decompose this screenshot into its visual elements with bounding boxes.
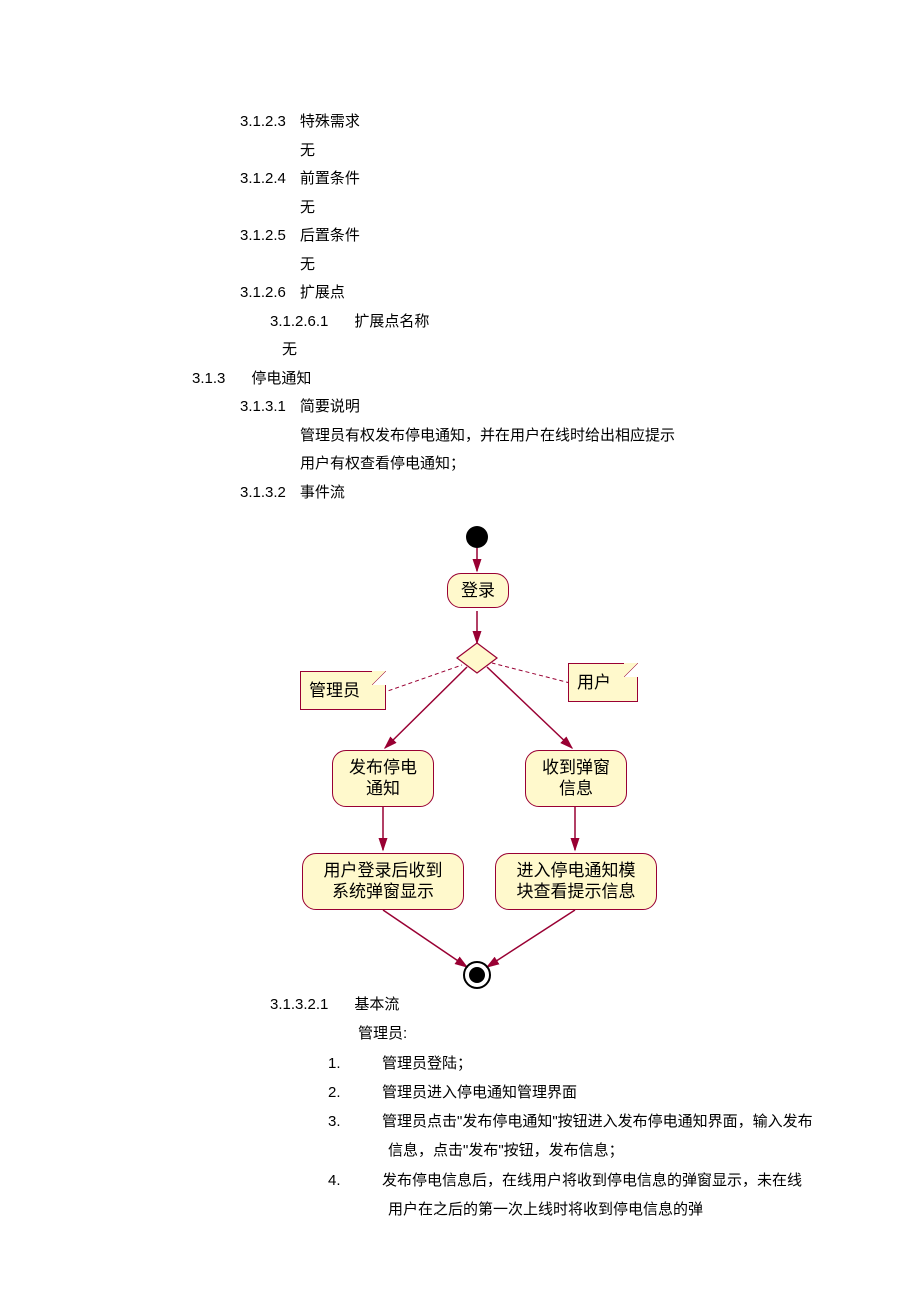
- node-into-module: 进入停电通知模块查看提示信息: [495, 853, 657, 910]
- flow-item-2: 2.管理员进入停电通知管理界面: [358, 1078, 815, 1107]
- heading-31321: 3.1.3.2.1基本流: [270, 990, 815, 1019]
- heading-313: 3.1.3停电通知: [192, 365, 792, 394]
- heading-3125: 3.1.2.5后置条件: [240, 222, 792, 251]
- role-admin: 管理员:: [358, 1019, 815, 1048]
- flow-item-1: 1.管理员登陆；: [358, 1049, 815, 1078]
- heading-3123: 3.1.2.3特殊需求: [240, 108, 792, 137]
- note-user: 用户: [568, 663, 638, 702]
- heading-3131: 3.1.3.1简要说明: [240, 393, 792, 422]
- note-admin: 管理员: [300, 671, 386, 710]
- node-after-login: 用户登录后收到系统弹窗显示: [302, 853, 464, 910]
- body-3123: 无: [300, 137, 792, 166]
- node-login: 登录: [447, 573, 509, 608]
- body-3125: 无: [300, 251, 792, 280]
- flow-item-4: 4.发布停电信息后，在线用户将收到停电信息的弹窗显示，未在线用户在之后的第一次上…: [358, 1166, 815, 1225]
- body-3131-l1: 管理员有权发布停电通知，并在用户在线时给出相应提示: [300, 422, 792, 451]
- heading-3126: 3.1.2.6扩展点: [240, 279, 792, 308]
- node-publish: 发布停电通知: [332, 750, 434, 807]
- basic-flow-section: 3.1.3.2.1基本流 管理员: 1.管理员登陆； 2.管理员进入停电通知管理…: [270, 990, 815, 1224]
- body-31261: 无: [282, 336, 792, 365]
- outline-content: 3.1.2.3特殊需求 无 3.1.2.4前置条件 无 3.1.2.5后置条件 …: [222, 108, 792, 1015]
- node-popup: 收到弹窗信息: [525, 750, 627, 807]
- heading-3124: 3.1.2.4前置条件: [240, 165, 792, 194]
- heading-31261: 3.1.2.6.1扩展点名称: [270, 308, 792, 337]
- body-3124: 无: [300, 194, 792, 223]
- body-3131-l2: 用户有权查看停电通知；: [300, 450, 792, 479]
- activity-diagram: 登录 管理员 用户 发布停电通知 收到弹窗信息 用户登录后收到系统弹窗显示 进入…: [270, 515, 750, 1015]
- heading-3132: 3.1.3.2事件流: [240, 479, 792, 508]
- flow-item-3: 3.管理员点击"发布停电通知"按钮进入发布停电通知界面，输入发布信息，点击"发布…: [358, 1107, 815, 1166]
